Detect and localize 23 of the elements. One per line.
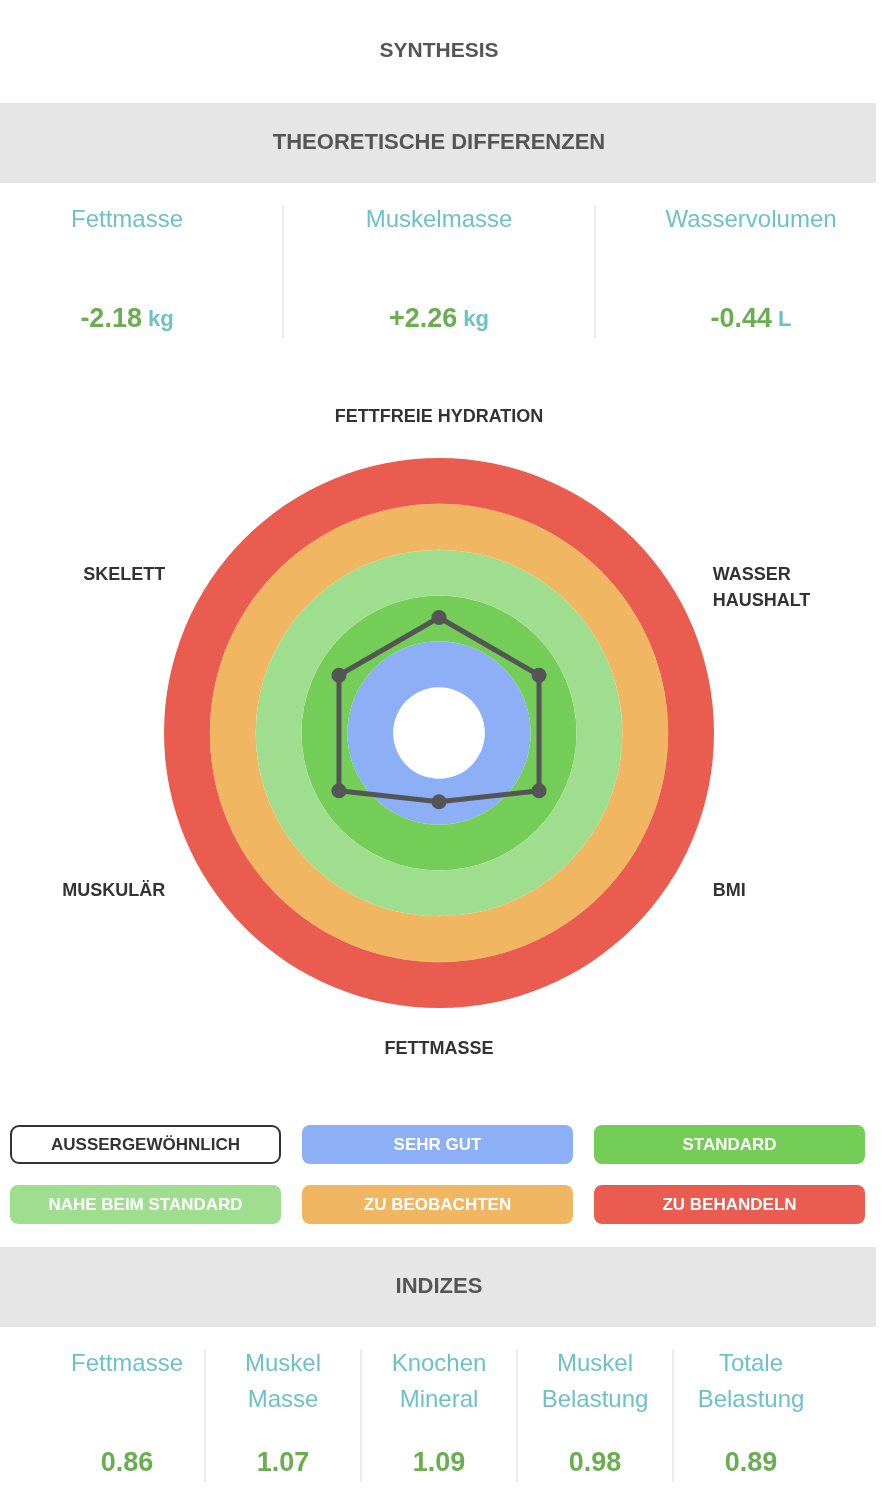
text: ZU BEHANDELN: [662, 1194, 797, 1214]
category-label: Muskel Masse: [244, 1349, 322, 1413]
spoke-label: BMI: [712, 879, 746, 900]
text: INDIZES: [395, 1272, 483, 1298]
text: ZU BEOBACHTEN: [363, 1194, 512, 1214]
spoke-label: MUSKULÄR: [62, 879, 166, 900]
spoke-label: SKELETT: [83, 563, 166, 584]
spoke-label: FETTFREIE HYDRATION: [334, 405, 544, 426]
category-label: Muskel Belastung: [541, 1349, 649, 1413]
data-label: 0.98: [568, 1447, 622, 1478]
data-label: 1.09: [412, 1447, 466, 1478]
category-label: Knochen Mineral: [391, 1349, 487, 1413]
data-label: 0.86: [100, 1447, 154, 1478]
spoke-label: WASSER HAUSHALT: [712, 563, 811, 610]
text: NAHE BEIM STANDARD: [48, 1194, 243, 1214]
text: SEHR GUT: [393, 1134, 482, 1154]
text: AUSSERGEWÖHNLICH: [51, 1134, 240, 1154]
text: STANDARD: [682, 1134, 777, 1154]
spoke-label: FETTMASSE: [384, 1037, 494, 1058]
category-label: Fettmasse: [70, 1349, 184, 1377]
data-label: 0.89: [724, 1447, 778, 1478]
category-label: Totale Belastung: [697, 1349, 805, 1413]
data-label: 1.07: [256, 1447, 310, 1478]
